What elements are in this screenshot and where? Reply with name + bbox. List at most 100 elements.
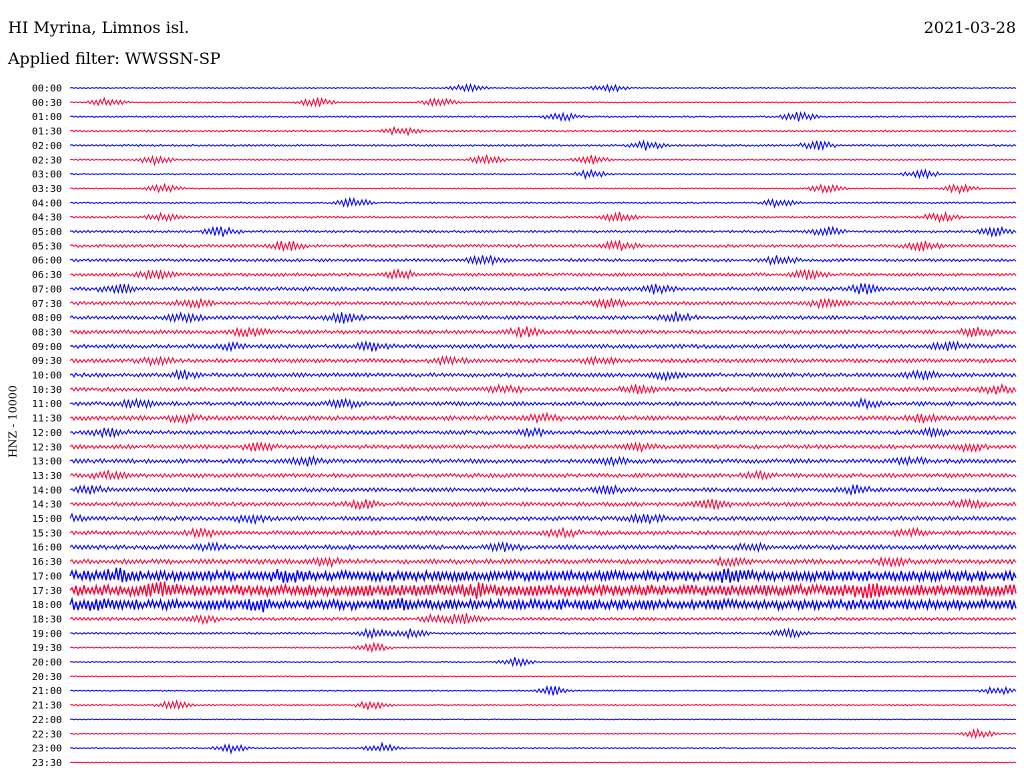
station-title: HI Myrina, Limnos isl. [8,18,190,37]
row-time-label: 13:30 [32,471,62,482]
row-time-label: 22:00 [32,715,62,726]
seismogram-trace [69,110,1017,123]
seismogram-trace [69,727,1017,740]
seismogram-trace [69,469,1017,481]
seismogram-trace [69,339,1017,353]
seismogram-trace [69,555,1017,569]
row-time-label: 07:30 [32,299,62,310]
row-time-label: 14:30 [32,500,62,511]
row-time-label: 06:30 [32,270,62,281]
row-time-label: 23:00 [32,744,62,755]
row-time-label: 09:00 [32,342,62,353]
row-time-label: 11:00 [32,399,62,410]
row-time-label: 09:30 [32,356,62,367]
seismogram-trace [69,497,1017,511]
seismogram-trace [69,411,1017,426]
seismogram-trace [69,426,1017,439]
seismogram-trace [69,268,1017,281]
row-time-label: 20:00 [32,658,62,669]
row-time-label: 08:00 [32,313,62,324]
seismogram-trace [69,354,1017,368]
seismogram-trace [69,96,1017,108]
row-time-label: 18:30 [32,614,62,625]
seismogram-trace [69,254,1017,267]
seismogram-trace [69,382,1017,395]
seismogram-trace [69,154,1017,167]
row-time-label: 16:00 [32,543,62,554]
seismogram-trace [69,368,1017,383]
row-time-label: 04:00 [32,198,62,209]
seismogram-trace [69,675,1017,678]
row-time-label: 17:00 [32,571,62,582]
filter-label: Applied filter: WWSSN-SP [8,49,221,68]
row-time-label: 11:30 [32,414,62,425]
row-time-label: 15:00 [32,514,62,525]
seismogram-trace [69,283,1017,295]
row-time-label: 17:30 [32,586,62,597]
row-time-label: 10:30 [32,385,62,396]
row-time-label: 07:00 [32,284,62,295]
row-time-label: 03:00 [32,170,62,181]
row-time-label: 21:00 [32,686,62,697]
row-time-label: 02:00 [32,141,62,152]
seismogram-trace [69,182,1017,195]
seismogram-trace [69,297,1017,310]
seismogram-trace [69,168,1017,181]
row-time-label: 10:00 [32,371,62,382]
row-time-label: 13:00 [32,457,62,468]
row-time-label: 02:30 [32,155,62,166]
row-time-label: 21:30 [32,701,62,712]
seismogram-trace [69,627,1017,640]
row-time-label: 06:00 [32,256,62,267]
seismogram-trace [69,540,1017,553]
row-time-label: 01:30 [32,127,62,138]
seismogram-trace [69,526,1017,540]
row-time-label: 14:00 [32,485,62,496]
seismogram-trace [69,567,1017,584]
seismogram-trace [69,656,1017,668]
seismogram-trace [69,82,1017,93]
seismogram-trace [69,641,1017,654]
seismogram-trace [69,396,1017,411]
row-time-label: 00:00 [32,84,62,95]
seismogram-trace [69,581,1017,600]
row-time-label: 15:30 [32,528,62,539]
seismogram-trace [69,196,1017,209]
row-time-label: 19:30 [32,643,62,654]
seismogram-trace [69,484,1017,497]
seismogram-trace [69,239,1017,253]
row-time-label: 04:30 [32,213,62,224]
seismogram-trace [69,210,1017,224]
seismogram-trace [69,741,1017,755]
row-time-label: 12:00 [32,428,62,439]
seismogram-trace [69,325,1017,338]
seismogram-trace [69,698,1017,711]
seismogram-trace [69,310,1017,325]
seismogram-trace [69,225,1017,239]
row-time-label: 05:00 [32,227,62,238]
row-time-label: 16:30 [32,557,62,568]
seismogram-trace [69,454,1017,468]
row-time-label: 05:30 [32,241,62,252]
seismogram-trace [69,718,1017,721]
seismogram-trace [69,684,1017,696]
row-time-label: 22:30 [32,729,62,740]
seismogram-trace [69,612,1017,626]
row-time-label: 03:30 [32,184,62,195]
seismogram-trace [69,512,1017,526]
row-time-label: 18:00 [32,600,62,611]
seismogram-trace [69,440,1017,454]
record-date: 2021-03-28 [923,18,1016,37]
row-time-label: 20:30 [32,672,62,683]
row-time-label: 01:00 [32,112,62,123]
row-time-label: 00:30 [32,98,62,109]
seismogram-trace [69,125,1017,137]
seismogram-trace [69,139,1017,152]
seismogram-trace [69,761,1017,764]
row-time-label: 23:30 [32,758,62,769]
row-time-label: 19:00 [32,629,62,640]
row-time-label: 08:30 [32,327,62,338]
seismogram-trace [69,596,1017,613]
row-time-label: 12:30 [32,442,62,453]
